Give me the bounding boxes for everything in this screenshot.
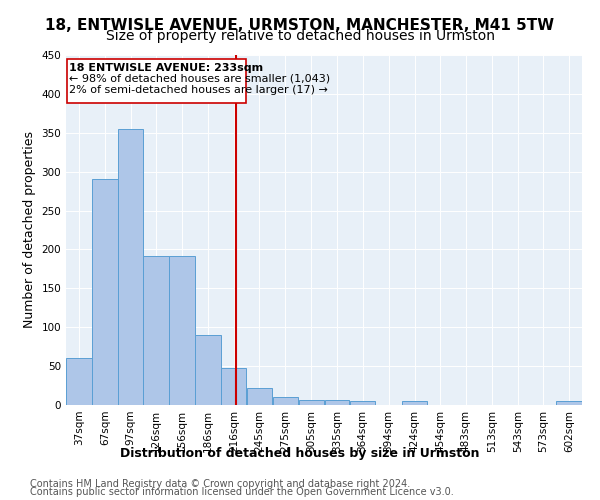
Bar	[92, 180, 118, 405]
Bar	[325, 400, 349, 405]
FancyBboxPatch shape	[67, 59, 247, 103]
Bar	[272, 397, 298, 405]
Text: 2% of semi-detached houses are larger (17) →: 2% of semi-detached houses are larger (1…	[70, 84, 328, 94]
Bar	[350, 401, 376, 405]
Bar	[299, 400, 324, 405]
Bar	[143, 256, 169, 405]
Bar	[402, 401, 427, 405]
Text: Size of property relative to detached houses in Urmston: Size of property relative to detached ho…	[106, 29, 494, 43]
Bar	[196, 335, 221, 405]
Text: Contains public sector information licensed under the Open Government Licence v3: Contains public sector information licen…	[30, 487, 454, 497]
Bar	[556, 401, 582, 405]
Bar	[169, 256, 195, 405]
Text: 18 ENTWISLE AVENUE: 233sqm: 18 ENTWISLE AVENUE: 233sqm	[70, 63, 263, 73]
Y-axis label: Number of detached properties: Number of detached properties	[23, 132, 36, 328]
Text: Distribution of detached houses by size in Urmston: Distribution of detached houses by size …	[120, 446, 480, 460]
Bar	[118, 129, 143, 405]
Bar	[221, 368, 246, 405]
Text: 18, ENTWISLE AVENUE, URMSTON, MANCHESTER, M41 5TW: 18, ENTWISLE AVENUE, URMSTON, MANCHESTER…	[46, 18, 554, 32]
Text: ← 98% of detached houses are smaller (1,043): ← 98% of detached houses are smaller (1,…	[70, 74, 331, 84]
Bar	[66, 358, 92, 405]
Bar	[247, 388, 272, 405]
Text: Contains HM Land Registry data © Crown copyright and database right 2024.: Contains HM Land Registry data © Crown c…	[30, 479, 410, 489]
